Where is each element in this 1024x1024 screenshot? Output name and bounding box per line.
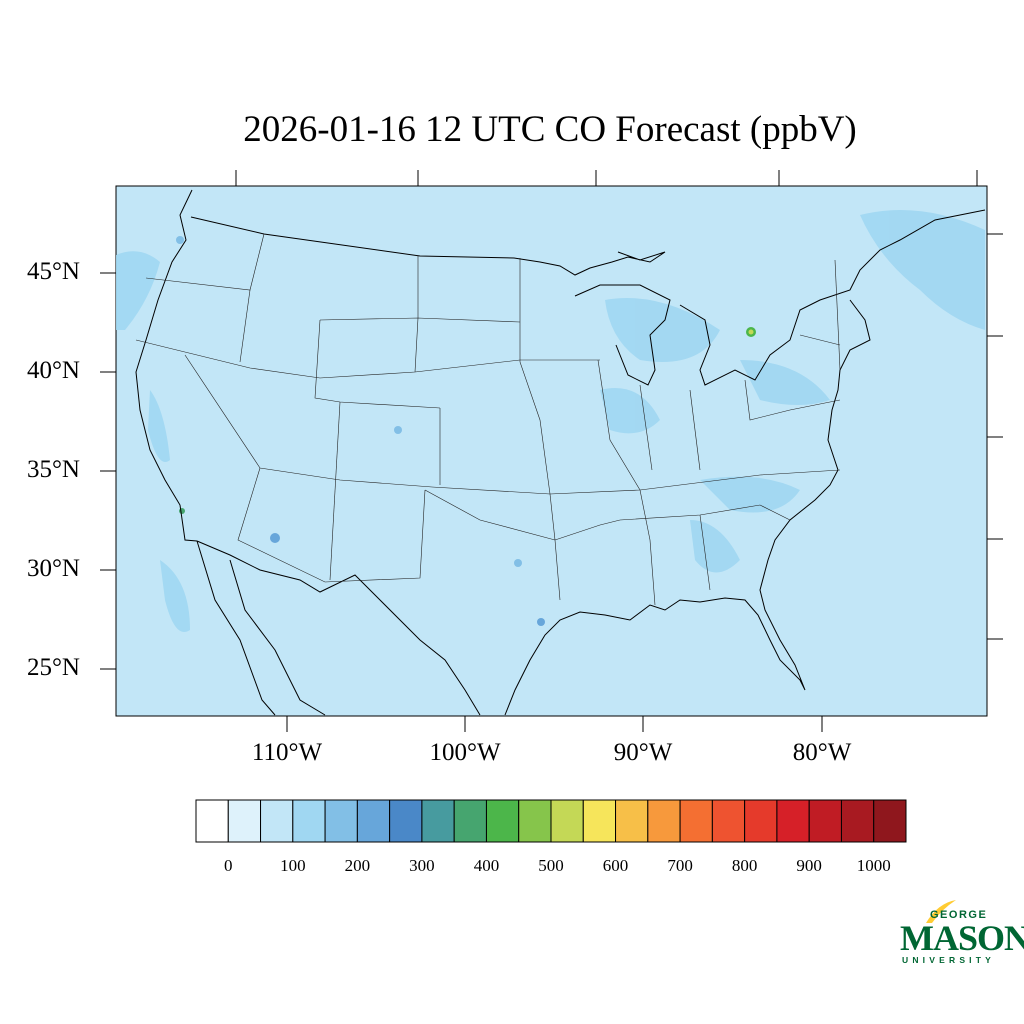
colorbar-label: 0 (224, 856, 233, 875)
colorbar-swatch (615, 799, 649, 843)
lon-label: 80°W (792, 739, 852, 766)
colorbar-label: 300 (409, 856, 435, 875)
colorbar-swatch (711, 799, 746, 843)
colorbar-swatch (356, 799, 391, 843)
colorbar-swatch (324, 799, 358, 843)
colorbar-swatch (873, 799, 907, 843)
coastlines (135, 189, 986, 716)
colorbar-label: 400 (473, 856, 500, 875)
ticks-top (235, 170, 978, 186)
colorbar-label: 800 (731, 856, 758, 875)
colorbar-swatch (260, 799, 294, 843)
colorbar-label: 200 (344, 856, 371, 875)
colorbar-swatch (550, 799, 584, 843)
leaf-icon (926, 900, 956, 923)
lon-label: 90°W (613, 739, 673, 766)
logo-line3: UNIVERSITY (902, 955, 996, 965)
lon-label: 100°W (429, 739, 501, 766)
colorbar-swatch (808, 799, 842, 843)
lat-label: 40°N (26, 357, 80, 384)
ticks-left (100, 272, 116, 670)
colorbar-label: 1000 (856, 856, 891, 875)
state-borders (135, 233, 841, 606)
george-mason-logo: GEORGE MASON UNIVERSITY (898, 895, 1024, 970)
logo-line1: GEORGE (930, 909, 988, 921)
colorbar-swatch (776, 799, 810, 843)
colorbar-label: 900 (796, 856, 822, 875)
lat-label: 35°N (26, 456, 80, 483)
colorbar-swatch (744, 799, 778, 843)
colorbar-swatch (485, 799, 520, 843)
colorbar-swatch (518, 799, 552, 843)
colorbar-swatch (453, 799, 487, 843)
colorbar-label: 500 (538, 856, 564, 875)
ticks-bottom (286, 716, 823, 732)
lon-label: 110°W (251, 739, 323, 766)
lat-label: 45°N (26, 258, 80, 285)
logo-line2: MASON (900, 918, 1024, 958)
colorbar-swatch (292, 799, 326, 843)
colorbar-swatch (647, 799, 681, 843)
colorbar (195, 799, 907, 843)
colorbar-swatch (679, 799, 713, 843)
map-title: 2026-01-16 12 UTC CO Forecast (ppbV) (243, 109, 857, 150)
colorbar-swatch (582, 799, 617, 843)
colorbar-swatch (227, 799, 262, 843)
map-background (115, 185, 988, 717)
ticks-right (987, 233, 1003, 640)
colorbar-label: 600 (602, 856, 629, 875)
lat-label: 25°N (26, 654, 80, 681)
colorbar-swatch (389, 799, 423, 843)
colorbar-swatch (195, 799, 229, 843)
colorbar-label: 700 (667, 856, 693, 875)
lat-label: 30°N (26, 555, 80, 582)
colorbar-swatch (421, 799, 455, 843)
colorbar-label: 100 (280, 856, 306, 875)
hotspot-points (176, 236, 756, 626)
colorbar-swatch (840, 799, 875, 843)
